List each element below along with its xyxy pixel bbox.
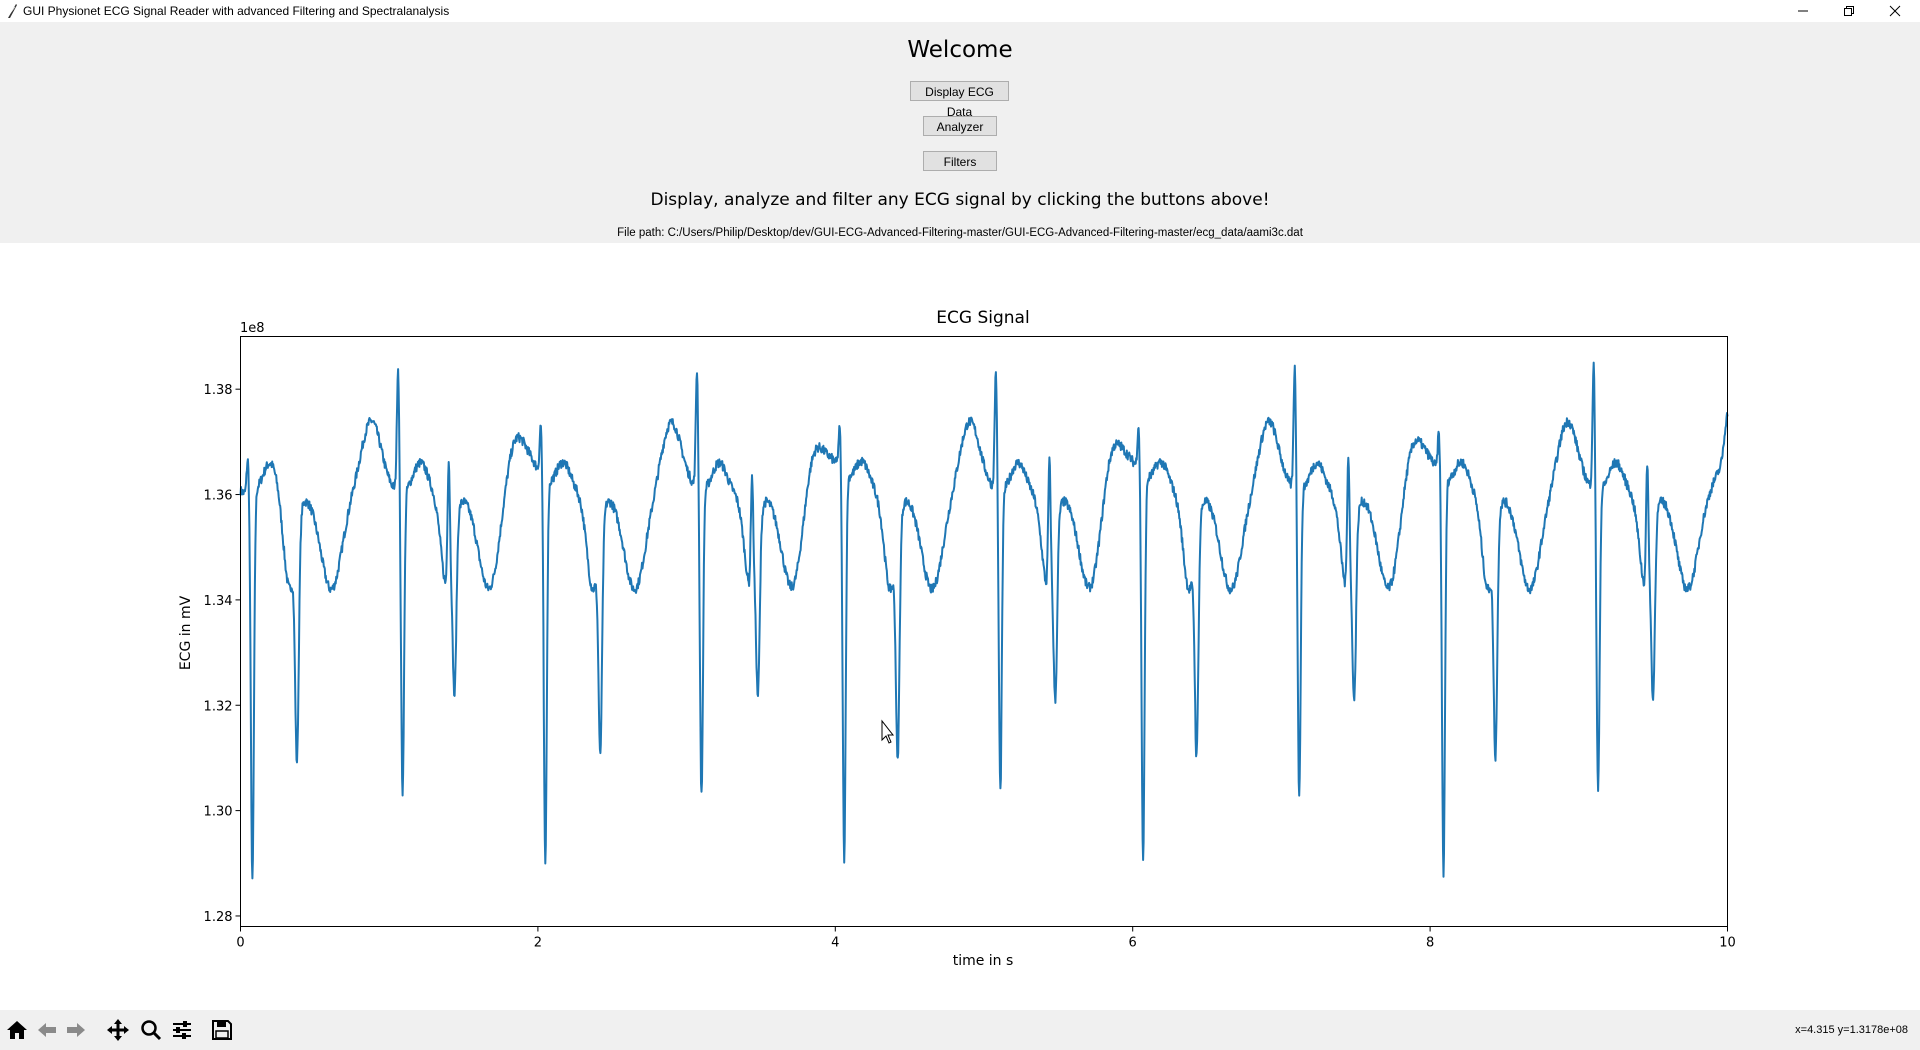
forward-button[interactable] bbox=[62, 1016, 90, 1044]
ecg-signal-line bbox=[239, 361, 1729, 880]
back-button[interactable] bbox=[33, 1016, 61, 1044]
y-tick-label: 1.36 bbox=[204, 489, 233, 504]
y-tick-label: 1.28 bbox=[204, 910, 233, 925]
home-button[interactable] bbox=[3, 1016, 31, 1044]
home-icon bbox=[7, 1021, 27, 1039]
forward-icon bbox=[67, 1023, 85, 1037]
x-tick-label: 0 bbox=[236, 936, 244, 951]
mouse-cursor-icon bbox=[881, 719, 895, 744]
pan-button[interactable] bbox=[104, 1016, 132, 1044]
minimize-button[interactable] bbox=[1780, 0, 1826, 22]
window-title: GUI Physionet ECG Signal Reader with adv… bbox=[23, 4, 450, 18]
feather-icon bbox=[8, 4, 17, 18]
restore-icon bbox=[1844, 6, 1854, 16]
instructions-text: Display, analyze and filter any ECG sign… bbox=[650, 190, 1270, 210]
title-bar: GUI Physionet ECG Signal Reader with adv… bbox=[0, 0, 1920, 22]
pan-icon bbox=[107, 1019, 129, 1041]
configure-icon bbox=[173, 1021, 191, 1039]
close-icon bbox=[1889, 5, 1901, 17]
save-icon bbox=[212, 1020, 232, 1040]
zoom-button[interactable] bbox=[137, 1016, 165, 1044]
y-axis: 1.28 1.30 1.32 1.34 1.36 1.38 bbox=[204, 383, 241, 925]
welcome-heading: Welcome bbox=[907, 37, 1013, 63]
chart-title: ECG Signal bbox=[936, 308, 1029, 328]
ecg-plot[interactable]: ECG Signal 1e8 1.281.301.321.341.361.38 … bbox=[0, 243, 1920, 1010]
control-panel: Welcome Display ECG Data Analyzer Filter… bbox=[0, 22, 1920, 243]
cursor-coordinates: x=4.315 y=1.3178e+08 bbox=[1795, 1024, 1908, 1036]
minimize-icon bbox=[1798, 10, 1808, 12]
save-figure-button[interactable] bbox=[208, 1016, 236, 1044]
y-axis-label: ECG in mV bbox=[178, 595, 194, 670]
x-tick-label: 8 bbox=[1426, 936, 1434, 951]
x-axis-label: time in s bbox=[953, 953, 1014, 969]
x-tick-label: 6 bbox=[1129, 936, 1137, 951]
display-ecg-data-button[interactable]: Display ECG Data bbox=[910, 81, 1009, 119]
restore-button[interactable] bbox=[1826, 0, 1872, 22]
back-icon bbox=[38, 1023, 56, 1037]
analyzer-button[interactable]: Analyzer bbox=[923, 116, 997, 136]
y-tick-label: 1.34 bbox=[204, 594, 233, 609]
y-tick-label: 1.32 bbox=[204, 699, 233, 714]
x-tick-label: 2 bbox=[534, 936, 542, 951]
file-path-label: File path: C:/Users/Philip/Desktop/dev/G… bbox=[617, 227, 1303, 239]
plot-frame bbox=[240, 336, 1728, 927]
figure-background bbox=[0, 243, 1920, 1010]
filters-button[interactable]: Filters bbox=[923, 151, 997, 171]
navigation-toolbar: x=4.315 y=1.3178e+08 bbox=[0, 1010, 1920, 1050]
x-axis: 0 2 4 6 8 10 bbox=[236, 926, 1736, 951]
configure-subplots-button[interactable] bbox=[168, 1016, 196, 1044]
y-tick-label: 1.38 bbox=[204, 383, 233, 398]
y-tick-label: 1.30 bbox=[204, 805, 233, 820]
y-offset-label: 1e8 bbox=[240, 321, 265, 336]
close-button[interactable] bbox=[1872, 0, 1918, 22]
x-tick-label: 4 bbox=[831, 936, 839, 951]
zoom-icon bbox=[141, 1020, 162, 1041]
x-tick-label: 10 bbox=[1719, 936, 1736, 951]
